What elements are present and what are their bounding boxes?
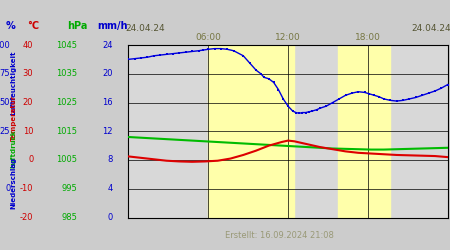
Text: 24.04.24: 24.04.24 <box>411 24 450 33</box>
Text: 20: 20 <box>23 98 33 107</box>
Text: 1025: 1025 <box>56 98 77 107</box>
Text: 12: 12 <box>102 127 113 136</box>
Text: mm/h: mm/h <box>98 21 128 31</box>
Text: 100: 100 <box>0 40 10 50</box>
Text: Luftfeuchtigkeit: Luftfeuchtigkeit <box>10 51 17 115</box>
Text: 40: 40 <box>23 40 33 50</box>
Text: 0: 0 <box>28 156 33 164</box>
Text: 16: 16 <box>102 98 113 107</box>
Text: -20: -20 <box>20 213 33 222</box>
Text: 25: 25 <box>0 127 10 136</box>
Text: 0: 0 <box>108 213 113 222</box>
Text: -10: -10 <box>20 184 33 193</box>
Text: Temperatur: Temperatur <box>10 94 17 140</box>
Text: Erstellt: 16.09.2024 21:08: Erstellt: 16.09.2024 21:08 <box>225 231 333 240</box>
Text: 8: 8 <box>108 156 113 164</box>
Text: 24: 24 <box>102 40 113 50</box>
Text: 20: 20 <box>102 69 113 78</box>
Text: 1035: 1035 <box>56 69 77 78</box>
Text: 1005: 1005 <box>56 156 77 164</box>
Text: 24.04.24: 24.04.24 <box>125 24 165 33</box>
Text: 1015: 1015 <box>56 127 77 136</box>
Text: 0: 0 <box>5 184 10 193</box>
Text: 50: 50 <box>0 98 10 107</box>
Text: %: % <box>5 21 15 31</box>
Bar <box>208 45 294 218</box>
Text: 10: 10 <box>23 127 33 136</box>
Text: 985: 985 <box>61 213 77 222</box>
Text: Niederschlag: Niederschlag <box>10 157 17 209</box>
Text: 1045: 1045 <box>56 40 77 50</box>
Text: 995: 995 <box>61 184 77 193</box>
Text: Luftdruck: Luftdruck <box>10 129 17 168</box>
Text: °C: °C <box>27 21 40 31</box>
Text: 4: 4 <box>108 184 113 193</box>
Text: hPa: hPa <box>67 21 87 31</box>
Text: 75: 75 <box>0 69 10 78</box>
Bar <box>338 45 390 218</box>
Text: 30: 30 <box>22 69 33 78</box>
